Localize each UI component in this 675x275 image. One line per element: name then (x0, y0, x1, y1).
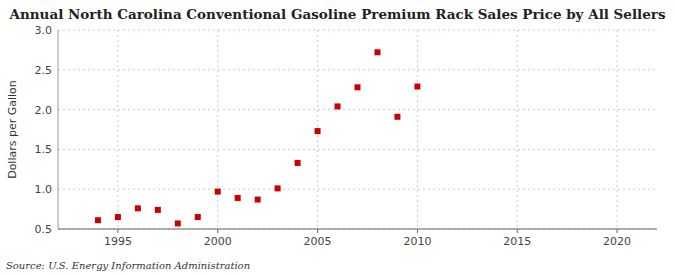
x-tick-label: 2015 (503, 235, 531, 248)
y-grid-line (58, 229, 657, 230)
x-tick-label: 2000 (204, 235, 232, 248)
point (275, 185, 281, 191)
point (255, 197, 261, 203)
x-tick-label: 1995 (104, 235, 132, 248)
y-grid-line (58, 189, 657, 190)
point (135, 205, 141, 211)
y-axis-label: Dollars per Gallon (6, 80, 19, 179)
y-tick-label: 3.0 (35, 24, 53, 37)
point (394, 114, 400, 120)
x-tick (217, 229, 218, 233)
grid (58, 30, 657, 229)
y-tick-label: 2.0 (35, 104, 53, 117)
point (95, 217, 101, 223)
x-grid-line (517, 30, 518, 229)
point (374, 49, 380, 55)
y-axis-line (58, 30, 59, 229)
x-tick (117, 229, 118, 233)
point (295, 160, 301, 166)
x-grid-line (617, 30, 618, 229)
y-grid-line (58, 149, 657, 150)
title: Annual North Carolina Conventional Gasol… (9, 6, 666, 22)
x-grid-line (117, 30, 118, 229)
y-tick-label: 2.5 (35, 64, 53, 77)
point (155, 207, 161, 213)
x-tick (617, 229, 618, 233)
y-tick-label: 0.5 (35, 223, 53, 236)
point (355, 84, 361, 90)
points (95, 49, 420, 226)
point (215, 189, 221, 195)
x-grid-line (217, 30, 218, 229)
y-grid-line (58, 69, 657, 70)
x-axis-line (58, 229, 657, 230)
point (414, 84, 420, 90)
point (235, 195, 241, 201)
y-grid-line (58, 109, 657, 110)
point (115, 214, 121, 220)
x-tick-label: 2020 (603, 235, 631, 248)
x-tick (417, 229, 418, 233)
y-grid-line (58, 30, 657, 31)
point (195, 214, 201, 220)
point (175, 220, 181, 226)
x-tick-label: 2005 (304, 235, 332, 248)
axes: 0.5 1.0 1.5 2.0 2.5 3.0 1995 2000 2005 2010 2015 20… (35, 24, 658, 248)
y-tick-label: 1.0 (35, 183, 53, 196)
chart: 0.5 1.0 1.5 2.0 2.5 3.0 1995 2000 2005 2010 2015 20… (0, 0, 675, 275)
y-tick-label: 1.5 (35, 143, 53, 156)
x-tick-label: 2010 (403, 235, 431, 248)
x-grid-line (417, 30, 418, 229)
point (315, 128, 321, 134)
x-tick (517, 229, 518, 233)
x-tick (317, 229, 318, 233)
point (335, 103, 341, 109)
source-note: Source: U.S. Energy Information Administ… (6, 260, 250, 271)
